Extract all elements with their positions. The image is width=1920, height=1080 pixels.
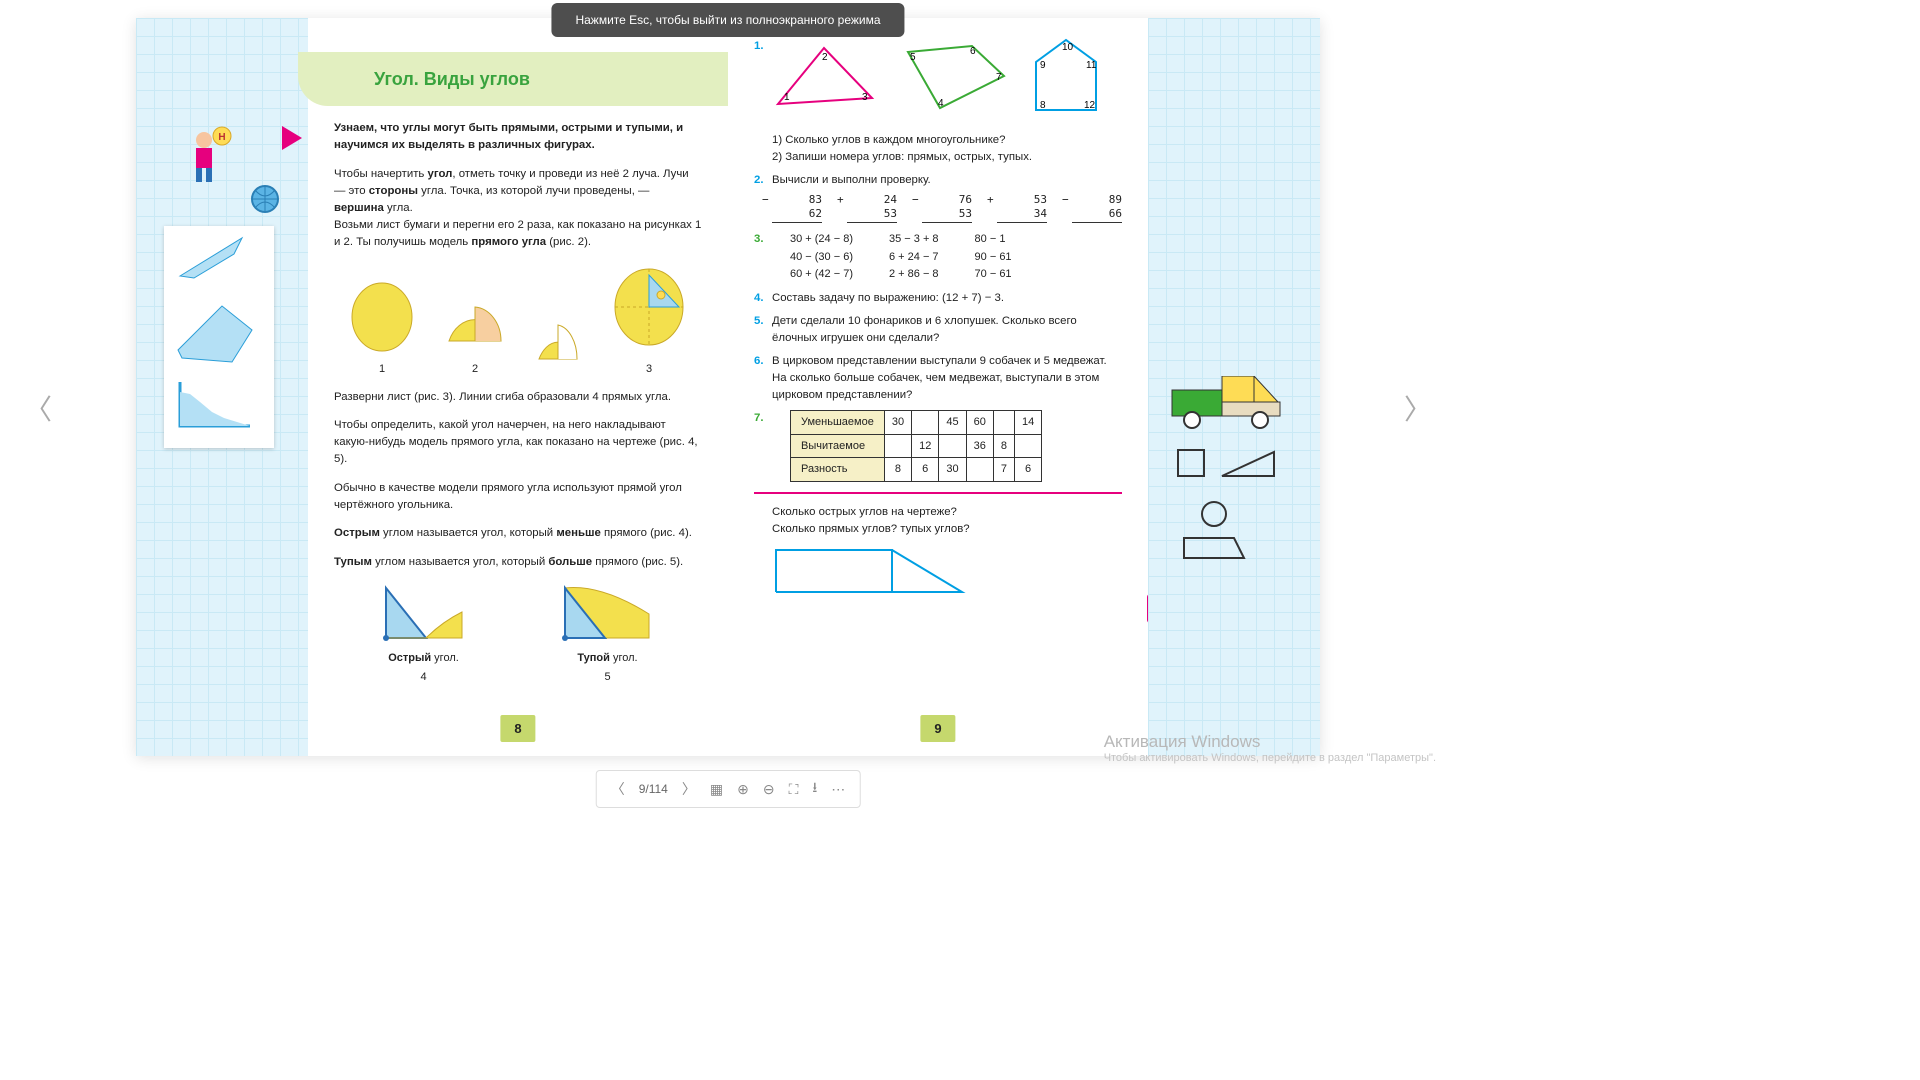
obtuse-angle-icon <box>561 582 655 642</box>
fig-3-icon <box>611 263 687 353</box>
page-spread: Н Угол. Виды углов Узнаем, что углы могу… <box>136 18 1320 756</box>
page-indicator: 9/114 <box>639 782 668 796</box>
task-1-q1: 1) Сколько углов в каждом многоугольнике… <box>772 132 1122 149</box>
divider <box>754 492 1122 494</box>
prev-page-button[interactable]: 〈 <box>8 372 68 444</box>
page-number-right: 9 <box>920 715 955 743</box>
svg-text:Н: Н <box>218 132 225 143</box>
paragraph-3: Разверни лист (рис. 3). Линии сгиба обра… <box>334 389 702 406</box>
intro-text: Узнаем, что углы могут быть прямыми, ост… <box>334 120 702 154</box>
watermark-title: Активация Windows <box>1104 732 1436 752</box>
paragraph-7: Тупым углом называется угол, который бол… <box>334 554 702 571</box>
fig-3-caption: 3 <box>611 361 687 378</box>
svg-text:6: 6 <box>970 46 976 57</box>
footer-questions: Сколько острых углов на чертеже? Сколько… <box>772 504 1122 604</box>
thumbnails-button[interactable]: ▦ <box>710 781 723 798</box>
svg-text:11: 11 <box>1086 60 1097 71</box>
globe-icon <box>250 184 280 214</box>
svg-text:1: 1 <box>784 92 790 103</box>
fullscreen-button[interactable]: ⛶ <box>789 781 799 798</box>
page-left: Угол. Виды углов Узнаем, что углы могут … <box>308 18 728 756</box>
svg-text:4: 4 <box>938 98 944 109</box>
more-button[interactable]: ⋯ <box>831 781 845 798</box>
footer-shape-icon <box>772 544 972 598</box>
svg-text:7: 7 <box>996 72 1002 83</box>
paragraph-4: Чтобы определить, какой угол начерчен, н… <box>334 417 702 468</box>
paragraph-1: Чтобы начертить угол, отметь точку и про… <box>334 166 702 252</box>
esc-hint: Нажмите Esc, чтобы выйти из полноэкранно… <box>551 3 904 37</box>
task-7: 7. Уменьшаемое30456014Вычитаемое12368Раз… <box>754 410 1122 482</box>
paragraph-5: Обычно в качестве модели прямого угла ис… <box>334 480 702 514</box>
next-page-button[interactable]: 〉 <box>1388 372 1448 444</box>
pdf-viewer: Нажмите Esc, чтобы выйти из полноэкранно… <box>0 0 1456 816</box>
windows-watermark: Активация Windows Чтобы активировать Win… <box>1104 732 1436 764</box>
fold-figures: 1 2 3 <box>334 263 702 378</box>
task-2: 2. Вычисли и выполни проверку. −8362+245… <box>754 172 1122 225</box>
svg-text:12: 12 <box>1084 100 1096 111</box>
marker-triangle-icon <box>282 126 302 150</box>
svg-text:10: 10 <box>1062 42 1074 53</box>
fig-5-num: 5 <box>561 669 655 686</box>
toolbar-prev-button[interactable]: 〈 <box>611 779 625 799</box>
paragraph-6: Острым углом называется угол, который ме… <box>334 525 702 542</box>
right-margin <box>1148 18 1320 756</box>
footer-q2: Сколько прямых углов? тупых углов? <box>772 521 1122 538</box>
task-1-q2: 2) Запиши номера углов: прямых, острых, … <box>772 149 1122 166</box>
fig-1-caption: 1 <box>349 361 415 378</box>
svg-text:5: 5 <box>910 52 916 63</box>
task-5: 5.Дети сделали 10 фонариков и 6 хлопушек… <box>754 313 1122 347</box>
fig-2b-icon <box>535 295 581 371</box>
task-1: 1. 123 4567 89101112 1) Сколько углов в … <box>754 38 1122 166</box>
fig-4-num: 4 <box>382 669 466 686</box>
missing-shapes-icon <box>1174 446 1284 566</box>
fig-2-caption: 2 <box>445 361 505 378</box>
page-number-left: 8 <box>500 715 535 743</box>
task-3-grid: 30 + (24 − 8)40 − (30 − 6)60 + (42 − 7)3… <box>790 231 1012 284</box>
watermark-sub: Чтобы активировать Windows, перейдите в … <box>1104 752 1436 764</box>
angle-shapes-icon <box>172 234 258 430</box>
svg-text:9: 9 <box>1040 60 1046 71</box>
acute-caption: Острый угол. <box>382 650 466 667</box>
download-button[interactable]: ⭳ <box>812 777 817 801</box>
toolbar-next-button[interactable]: 〉 <box>682 779 696 799</box>
viewer-toolbar: 〈 9/114 〉 ▦ ⊕ ⊖ ⛶ ⭳ ⋯ <box>596 770 861 808</box>
task-2-text: Вычисли и выполни проверку. <box>772 172 1122 189</box>
page-right: 1. 123 4567 89101112 1) Сколько углов в … <box>728 18 1148 756</box>
footer-q1: Сколько острых углов на чертеже? <box>772 504 1122 521</box>
task-6-text: В цирковом представлении выступали 9 соб… <box>772 353 1122 404</box>
fig-2-icon <box>445 277 505 353</box>
obtuse-caption: Тупой угол. <box>561 650 655 667</box>
boy-character-icon: Н <box>182 126 232 190</box>
page-title: Угол. Виды углов <box>298 52 728 106</box>
angle-figures: Острый угол. 4 Тупой угол. 5 <box>334 582 702 685</box>
polygons-icon: 123 4567 89101112 <box>772 38 1112 126</box>
task-6: 6.В цирковом представлении выступали 9 с… <box>754 353 1122 404</box>
acute-angle-icon <box>382 582 466 642</box>
truck-icon <box>1168 376 1288 430</box>
zoom-out-button[interactable]: ⊖ <box>763 781 775 798</box>
task-4-text: Составь задачу по выражению: (12 + 7) − … <box>772 290 1004 307</box>
task-7-table: Уменьшаемое30456014Вычитаемое12368Разнос… <box>790 410 1042 482</box>
task-3: 3. 30 + (24 − 8)40 − (30 − 6)60 + (42 − … <box>754 231 1122 284</box>
calc-row: −8362+2453−7653+5334−8966 <box>772 193 1122 223</box>
task-4: 4.Составь задачу по выражению: (12 + 7) … <box>754 290 1122 307</box>
svg-text:8: 8 <box>1040 100 1046 111</box>
fig-1-icon <box>349 277 415 353</box>
svg-text:3: 3 <box>862 92 868 103</box>
left-shapes-panel <box>164 226 274 448</box>
svg-text:2: 2 <box>822 52 828 63</box>
task-5-text: Дети сделали 10 фонариков и 6 хлопушек. … <box>772 313 1122 347</box>
zoom-in-button[interactable]: ⊕ <box>737 781 749 798</box>
